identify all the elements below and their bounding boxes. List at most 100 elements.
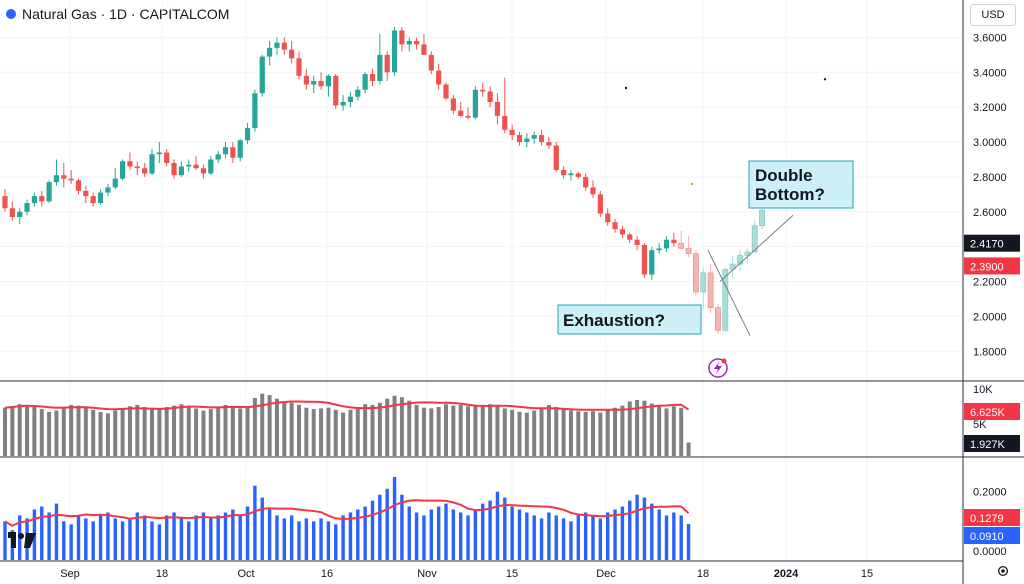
oscillator-bar [613, 509, 617, 560]
oscillator-bar [606, 512, 610, 560]
time-tick-label: Oct [237, 568, 254, 580]
currency-selector[interactable]: USD [970, 4, 1016, 26]
logo-part [8, 532, 16, 538]
projected-candle-body [707, 272, 714, 308]
oscillator-bar [679, 515, 683, 560]
logo-part [24, 533, 36, 548]
volume-bar [326, 407, 331, 456]
candle-body [127, 161, 133, 167]
oscillator-bar [547, 512, 551, 560]
trend-line-down [707, 249, 751, 336]
candle-body [164, 152, 170, 163]
volume-bar [605, 409, 610, 456]
settings-gear-icon[interactable] [996, 564, 1010, 578]
event-flash-icon-glyph [714, 362, 722, 374]
oscillator-bar [554, 515, 558, 560]
volume-bar [355, 407, 360, 456]
oscillator-bar [150, 521, 154, 560]
candle-body [487, 91, 493, 102]
candle-body [612, 222, 618, 230]
oscillator-bar [510, 506, 514, 560]
volume-bar [172, 405, 177, 456]
volume-bar [510, 409, 515, 456]
oscillator-bar [503, 497, 507, 560]
oscillator-bar [172, 512, 176, 560]
volume-bar [32, 407, 37, 456]
volume-bar [561, 409, 566, 456]
oscillator-bar [628, 500, 632, 560]
oscillator-bar [473, 509, 478, 560]
oscillator-bar [187, 521, 191, 560]
candle-body [605, 213, 611, 223]
volume-bar [142, 407, 147, 456]
oscillator-bar [91, 521, 95, 560]
projected-candle-body [692, 253, 699, 293]
osc-ma-tag [964, 509, 1020, 526]
candle-body [531, 135, 537, 139]
projected-candle-body [722, 269, 729, 331]
candle-body [46, 182, 52, 202]
candle-body [450, 98, 456, 111]
chart-title[interactable]: Natural Gas · 1D · CAPITALCOM [6, 5, 229, 23]
volume-bar [642, 400, 647, 456]
oscillator-bar [539, 518, 544, 560]
volume-bar [274, 398, 279, 456]
candle-body [252, 93, 258, 129]
candle-body [663, 239, 670, 249]
volume-bar [451, 405, 456, 456]
oscillator-bar [216, 515, 220, 560]
candle-body [649, 250, 655, 275]
volume-bar [568, 410, 573, 456]
volume-bar [179, 404, 184, 456]
oscillator-bar [84, 518, 88, 560]
volume-bar [532, 410, 537, 456]
oscillator-bar [598, 518, 603, 560]
price-tick-label: 2.0000 [973, 311, 1007, 323]
volume-bar [282, 401, 287, 456]
oscillator-bar [664, 515, 669, 560]
candle-body [671, 239, 677, 244]
double-bottom-annotation-box [748, 160, 854, 209]
volume-bar [657, 405, 662, 456]
price-tick-label: 3.2000 [973, 102, 1007, 114]
volume-last-tag [964, 435, 1020, 452]
candle-body [61, 175, 67, 179]
oscillator-bar [194, 515, 198, 560]
oscillator-bar [650, 503, 654, 560]
candle-body [436, 70, 442, 85]
candle-body [31, 196, 37, 204]
volume-bar [524, 412, 529, 456]
candle-body [230, 147, 236, 158]
oscillator-bar [495, 491, 500, 560]
oscillator-bar [245, 506, 250, 560]
volume-bar [289, 402, 294, 456]
time-tick-label: 16 [321, 568, 333, 580]
candle-body [340, 101, 346, 106]
candle-body [75, 180, 82, 191]
volume-bar [186, 405, 191, 456]
volume-bar [3, 407, 7, 456]
candle-body [311, 81, 317, 85]
volume-bar [399, 397, 404, 456]
candle-body [590, 187, 596, 195]
oscillator-bar [378, 494, 382, 560]
oscillator-bar [319, 518, 323, 560]
oscillator-bar [209, 518, 213, 560]
oscillator-bar [451, 509, 456, 560]
volume-bar [554, 407, 559, 456]
candle-body [384, 54, 390, 73]
oscillator-bar [47, 512, 51, 560]
candle-body [597, 194, 603, 214]
time-tick-label: Sep [60, 568, 80, 580]
oscillator-bar [3, 521, 7, 560]
volume-bar [245, 406, 250, 456]
oscillator-bar [142, 515, 147, 560]
oscillator-ma-line [4, 499, 690, 527]
volume-bar [194, 408, 199, 456]
double-bottom-annotation-line1: Double [755, 166, 813, 185]
candle-body [619, 229, 625, 235]
oscillator-bar [407, 506, 411, 560]
volume-bar [480, 404, 485, 456]
volume-bar [216, 407, 221, 456]
